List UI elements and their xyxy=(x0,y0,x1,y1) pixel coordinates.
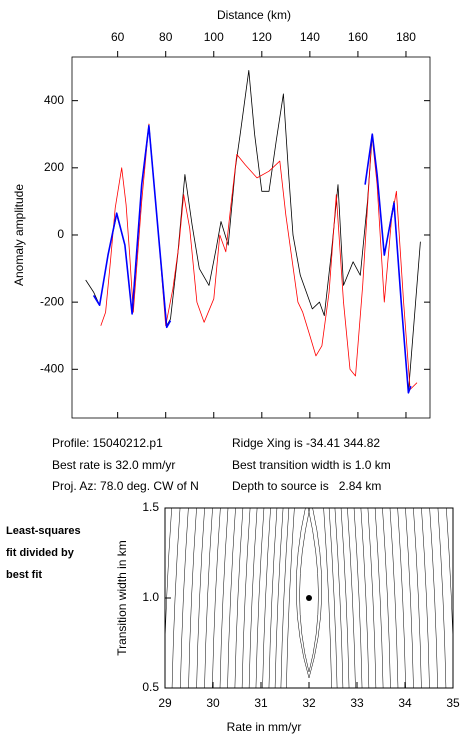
contour-line xyxy=(334,508,344,688)
contour-line xyxy=(129,508,137,688)
contour-line xyxy=(171,508,181,688)
contour-line xyxy=(397,508,406,688)
y-tick-label: 0 xyxy=(57,227,64,241)
contour-line xyxy=(241,508,251,688)
contour-line xyxy=(204,508,213,688)
y-tick-label: 1.0 xyxy=(142,590,159,604)
contour-line xyxy=(374,508,384,688)
contour-line xyxy=(455,508,463,688)
series-line xyxy=(92,125,412,394)
info: Ridge Xing is -34.41 344.82 xyxy=(232,436,380,450)
contour-line xyxy=(413,508,422,688)
contour-line xyxy=(446,508,453,648)
x-axis-title: Rate in mm/yr xyxy=(227,720,302,734)
x-tick-label: 120 xyxy=(252,30,272,44)
contour-line xyxy=(389,508,399,688)
note: fit divided by xyxy=(6,547,75,559)
y-axis-title: Transition width in km xyxy=(115,540,129,656)
contour-line xyxy=(286,508,295,688)
contour-line xyxy=(353,508,363,688)
contour-line xyxy=(296,508,310,679)
x-tick-label: 31 xyxy=(254,696,268,710)
x-tick-label: 180 xyxy=(396,30,416,44)
contour-line xyxy=(463,508,467,688)
contour-line xyxy=(274,508,284,688)
contour-line xyxy=(367,508,377,688)
note: best fit xyxy=(6,569,42,581)
contour-line xyxy=(429,508,438,688)
info: Profile: 15040212.p1 xyxy=(52,436,163,450)
contour-line xyxy=(84,508,92,688)
series-line xyxy=(100,123,418,390)
info: Depth to source is 2.84 km xyxy=(232,479,381,493)
contour-line xyxy=(340,508,350,688)
contour-line xyxy=(219,508,229,688)
x-tick-label: 29 xyxy=(158,696,172,710)
contour-line xyxy=(212,508,221,688)
contour-line xyxy=(102,508,110,688)
info: Best transition width is 1.0 km xyxy=(232,458,391,472)
contours xyxy=(0,508,467,688)
note: Least-squares xyxy=(6,525,81,537)
x-axis-title: Distance (km) xyxy=(217,8,291,22)
contour-line xyxy=(227,508,236,688)
contour-line xyxy=(307,508,319,673)
contour-line xyxy=(93,508,101,688)
contour-line xyxy=(421,508,430,688)
contour-line xyxy=(262,508,271,688)
contour-line xyxy=(255,508,265,688)
contour-line xyxy=(360,508,370,688)
contour-line xyxy=(328,508,338,688)
contour-line xyxy=(299,508,311,673)
x-tick-label: 35 xyxy=(446,696,460,710)
x-tick-label: 140 xyxy=(300,30,320,44)
x-tick-label: 160 xyxy=(348,30,368,44)
contour-line xyxy=(188,508,197,688)
x-tick-label: 60 xyxy=(111,30,125,44)
contour-line xyxy=(180,508,189,688)
x-tick-label: 34 xyxy=(398,696,412,710)
x-tick-label: 32 xyxy=(302,696,316,710)
info: Proj. Az: 78.0 deg. CW of N xyxy=(52,479,199,493)
contour-line xyxy=(347,508,356,688)
contour-line xyxy=(405,508,414,688)
x-tick-label: 80 xyxy=(159,30,173,44)
x-tick-label: 100 xyxy=(204,30,224,44)
plot-frame xyxy=(71,56,431,419)
contour-line xyxy=(234,508,244,688)
info: Best rate is 32.0 mm/yr xyxy=(52,458,175,472)
best-fit-point xyxy=(306,595,312,601)
contour-line xyxy=(280,508,290,688)
series-line xyxy=(85,70,421,394)
contour-line xyxy=(0,508,5,688)
y-tick-label: 400 xyxy=(44,93,64,107)
contour-line xyxy=(382,508,391,688)
contour-line xyxy=(308,508,322,679)
y-tick-label: 1.5 xyxy=(142,500,159,514)
y-tick-label: -200 xyxy=(40,294,64,308)
x-tick-label: 30 xyxy=(206,696,220,710)
contour-line xyxy=(268,508,278,688)
y-tick-label: -400 xyxy=(40,361,64,375)
contour-line xyxy=(248,508,258,688)
contour-line xyxy=(196,508,205,688)
x-tick-label: 33 xyxy=(350,696,364,710)
y-tick-label: 200 xyxy=(44,160,64,174)
y-tick-label: 0.5 xyxy=(142,680,159,694)
contour-line xyxy=(323,508,332,688)
y-axis-title: Anomaly amplitude xyxy=(12,184,26,286)
contour-line xyxy=(437,508,447,688)
